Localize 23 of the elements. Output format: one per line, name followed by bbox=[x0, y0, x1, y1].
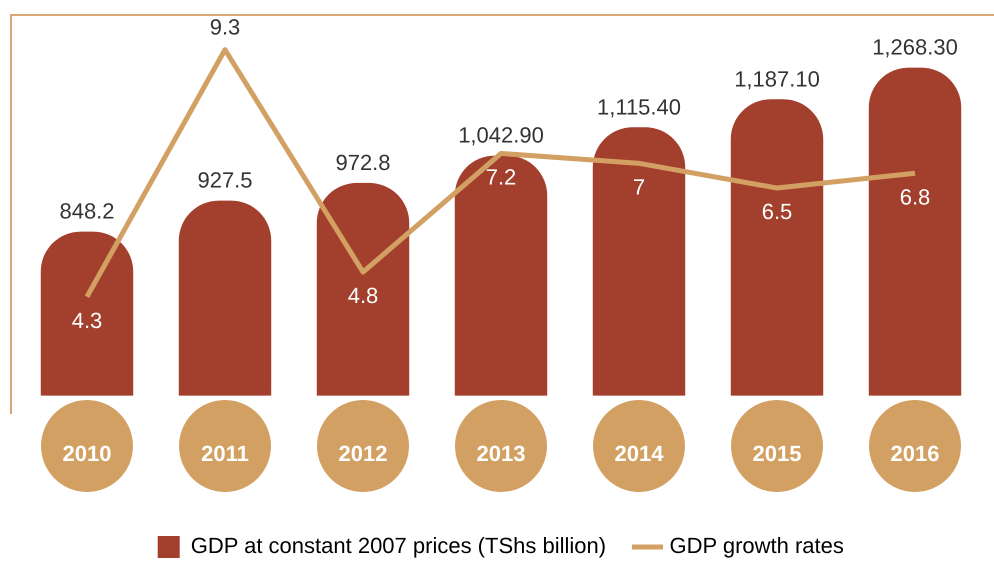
data-label: 6.8 bbox=[900, 184, 930, 210]
x-tick-label: 2011 bbox=[201, 440, 249, 466]
legend-label: GDP growth rates bbox=[669, 533, 844, 558]
data-label: 1,268.30 bbox=[872, 34, 958, 60]
data-label: 4.3 bbox=[72, 308, 102, 333]
x-tick-label: 2010 bbox=[62, 440, 112, 466]
x-tick-label: 2016 bbox=[890, 440, 940, 466]
data-label: 972.8 bbox=[335, 150, 391, 175]
data-label: 927.5 bbox=[197, 168, 253, 193]
x-tick-label: 2015 bbox=[752, 440, 802, 466]
data-label: 6.5 bbox=[762, 199, 792, 224]
data-label: 848.2 bbox=[59, 198, 115, 224]
data-label: 9.3 bbox=[210, 14, 240, 40]
data-label: 1,042.90 bbox=[458, 122, 544, 148]
data-label: 7.2 bbox=[486, 164, 516, 190]
data-label: 1,187.10 bbox=[734, 66, 820, 92]
legend-label: GDP at constant 2007 prices (TShs billion) bbox=[190, 533, 606, 558]
x-tick-label: 2012 bbox=[338, 440, 388, 466]
x-tick-label: 2014 bbox=[614, 440, 664, 466]
x-tick-label: 2013 bbox=[476, 440, 526, 466]
data-label: 7 bbox=[632, 174, 646, 200]
data-label: 1,115.40 bbox=[596, 94, 682, 120]
data-label: 4.8 bbox=[348, 283, 378, 308]
